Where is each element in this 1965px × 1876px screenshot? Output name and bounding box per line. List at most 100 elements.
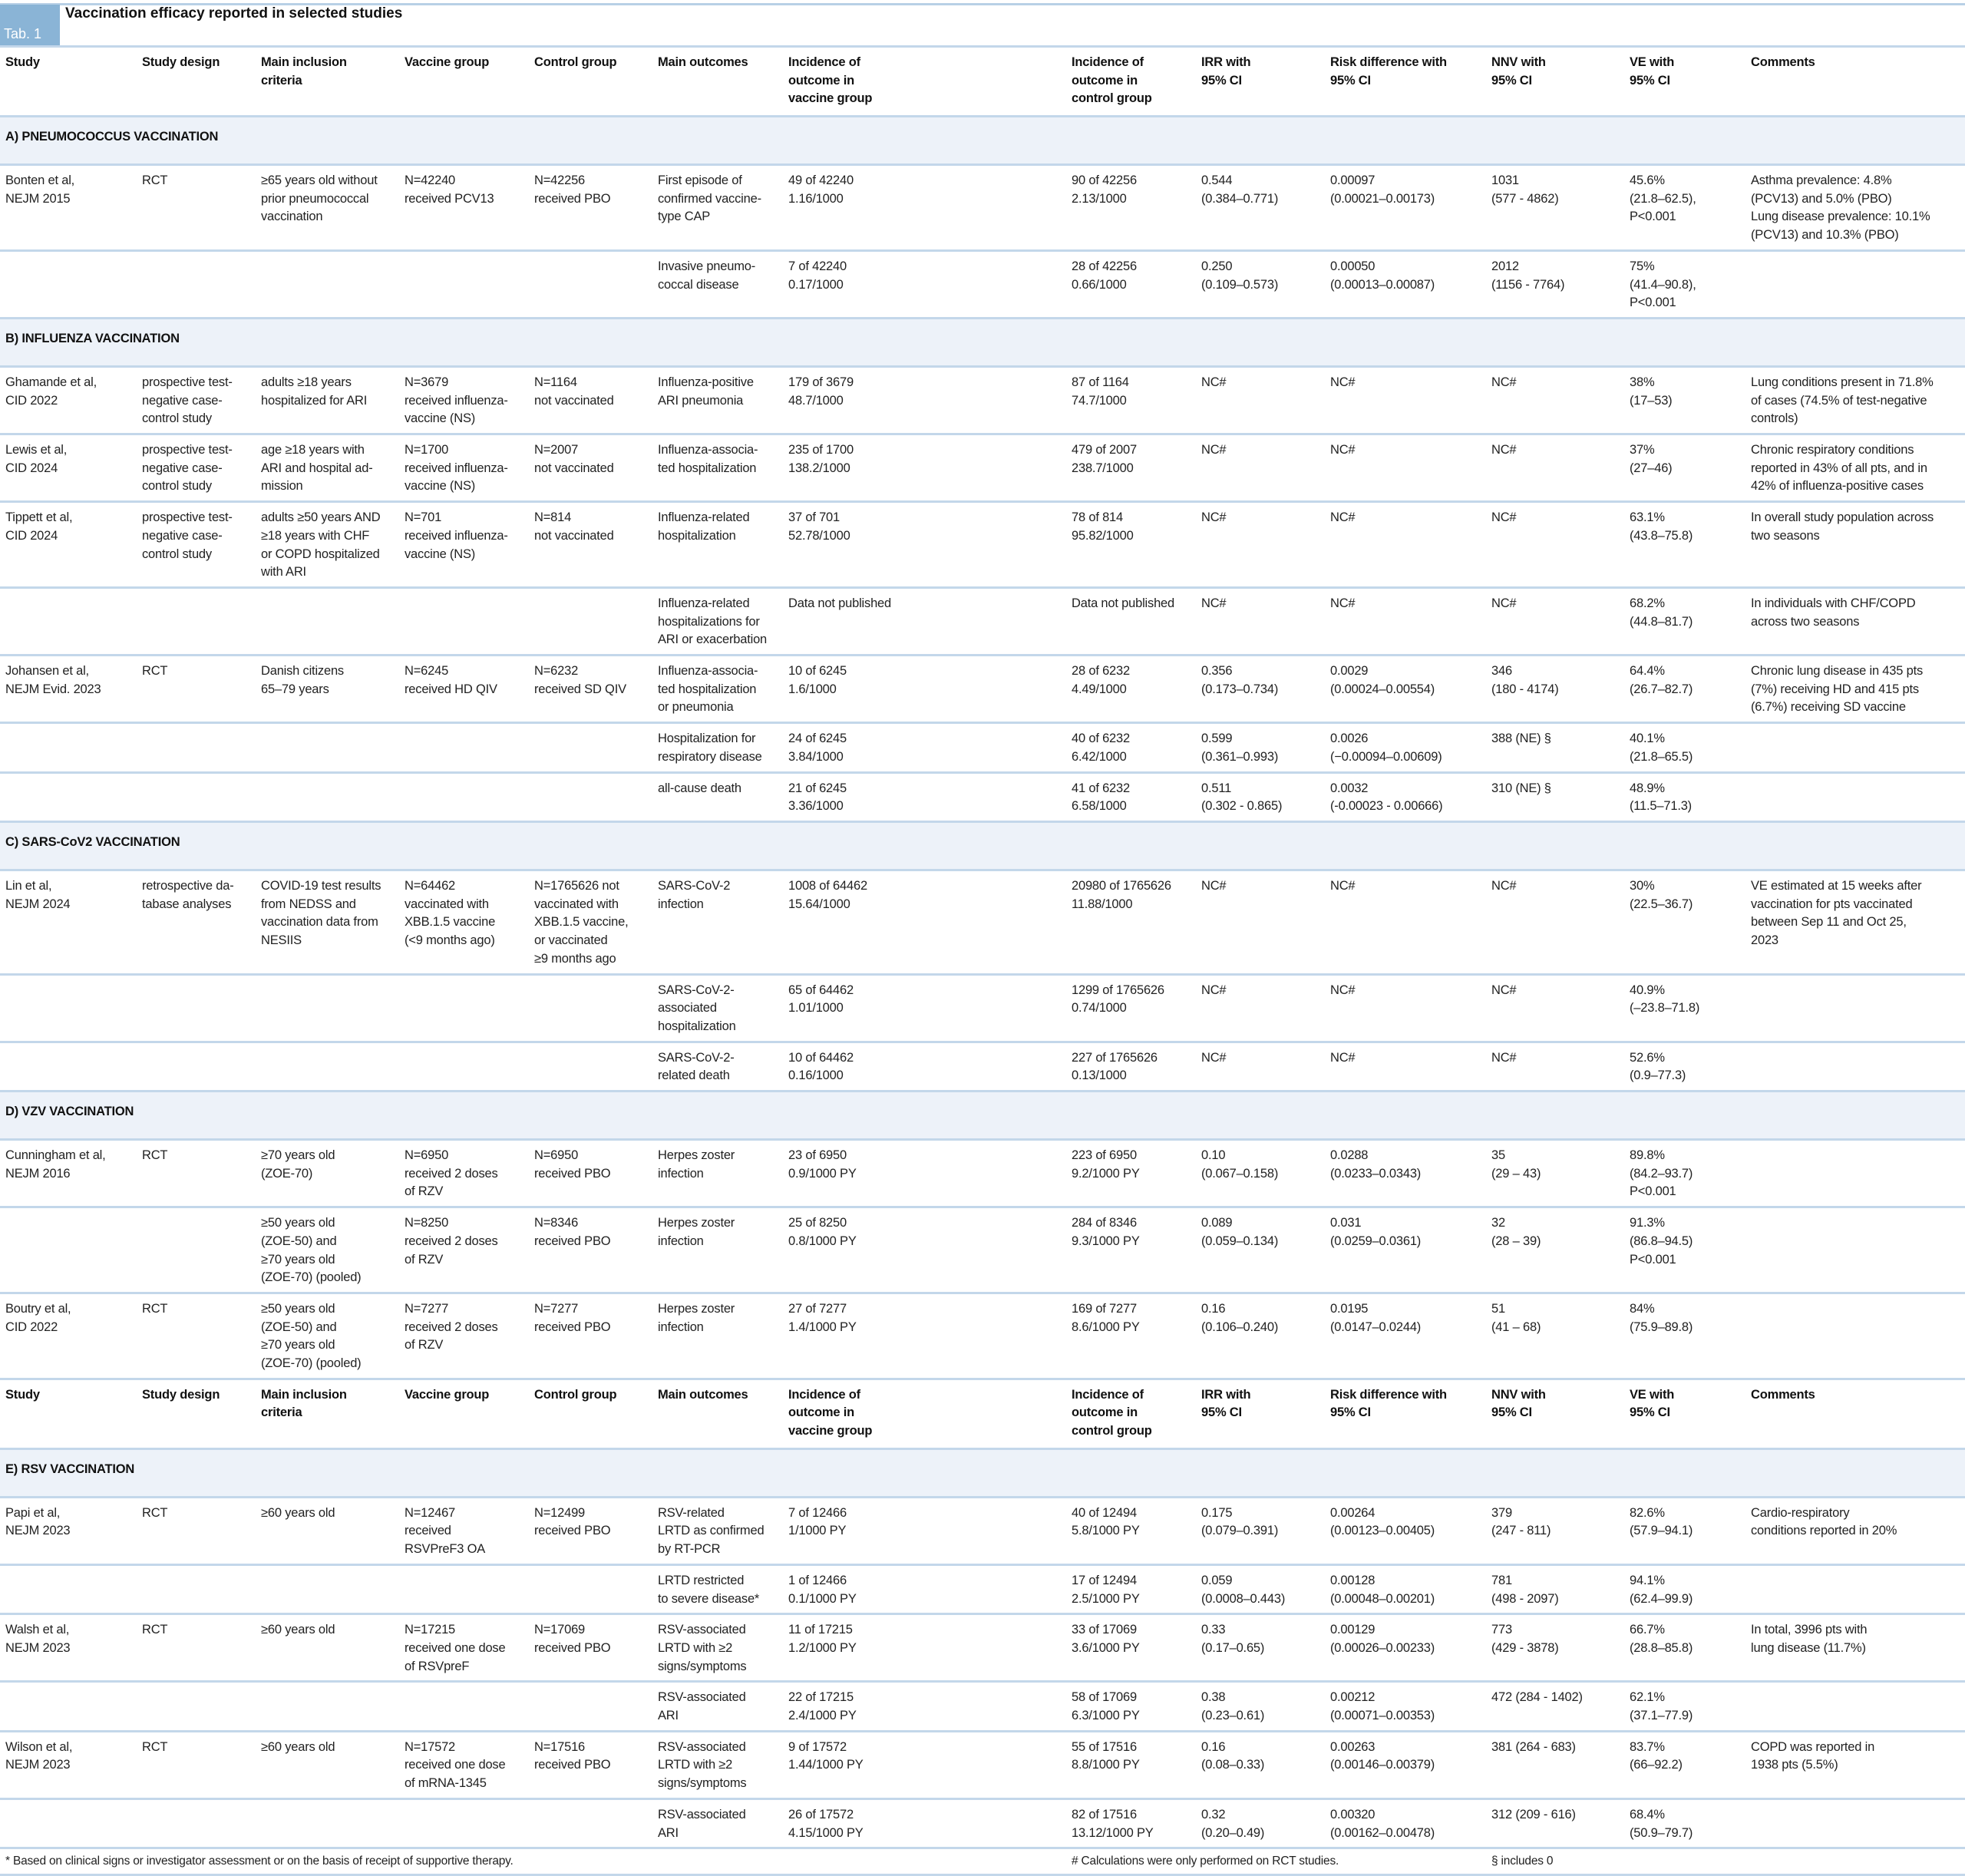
cell-irr: 0.33 (0.17–0.65) <box>1196 1613 1325 1682</box>
cell-risk-difference: 0.00212 (0.00071–0.00353) <box>1325 1680 1486 1732</box>
cell-main-outcome: RSV-related LRTD as confirmed by RT-PCR <box>652 1495 783 1565</box>
cell-comments: In individuals with CHF/COPD across two … <box>1745 586 1965 656</box>
cell-vaccine-group: N=64462 vaccinated with XBB.1.5 vaccine … <box>399 868 529 974</box>
cell-nnv: 472 (284 - 1402) <box>1486 1680 1624 1732</box>
cell-control-group <box>529 973 652 1042</box>
cell-main-outcome: SARS-CoV-2- associated hospitalization <box>652 973 783 1042</box>
cell-comments: In overall study population across two s… <box>1745 500 1965 588</box>
column-header-control-group: Control group <box>529 45 652 117</box>
cell-control-group: N=6232 received SD QIV <box>529 654 652 723</box>
cell-incidence-control: 87 of 1164 74.7/1000 <box>1066 365 1196 434</box>
cell-irr: 0.511 (0.302 - 0.865) <box>1196 771 1325 822</box>
cell-control-group <box>529 249 652 319</box>
cell-irr: NC# <box>1196 433 1325 502</box>
table-row: all-cause death 21 of 6245 3.36/1000 41 of… <box>0 771 1965 822</box>
cell-study <box>0 771 137 822</box>
cell-incidence-control: 17 of 12494 2.5/1000 PY <box>1066 1563 1196 1614</box>
top-rule <box>0 3 1965 5</box>
cell-inclusion-criteria <box>256 249 399 319</box>
cell-control-group <box>529 722 652 773</box>
cell-comments <box>1745 1680 1965 1732</box>
cell-study: Wilson et al, NEJM 2023 <box>0 1729 137 1799</box>
cell-comments <box>1745 1291 1965 1379</box>
cell-comments: Chronic lung disease in 435 pts (7%) rec… <box>1745 654 1965 723</box>
cell-ve: 48.9% (11.5–71.3) <box>1624 771 1745 822</box>
column-header-nnv: NNV with 95% CI <box>1486 1377 1624 1449</box>
cell-comments: COPD was reported in 1938 pts (5.5%) <box>1745 1729 1965 1799</box>
column-header-vaccine-group: Vaccine group <box>399 45 529 117</box>
cell-irr: 0.089 (0.059–0.134) <box>1196 1206 1325 1293</box>
cell-study-design <box>137 1563 256 1614</box>
column-header-inclusion-criteria: Main inclusion criteria <box>256 1377 399 1449</box>
cell-main-outcome: First episode of confirmed vaccine- type… <box>652 163 783 251</box>
section-title: C) SARS-CoV2 VACCINATION <box>0 820 1965 870</box>
cell-study <box>0 1040 137 1092</box>
cell-risk-difference: 0.0288 (0.0233–0.0343) <box>1325 1138 1486 1207</box>
column-header-incidence-control: Incidence of outcome in control group <box>1066 1377 1196 1449</box>
cell-study: Lin et al, NEJM 2024 <box>0 868 137 974</box>
cell-study-design: prospective test- negative case- control… <box>137 433 256 502</box>
cell-control-group: N=8346 received PBO <box>529 1206 652 1293</box>
cell-nnv: 310 (NE) § <box>1486 771 1624 822</box>
cell-main-outcome: Influenza-associa- ted hospitalization o… <box>652 654 783 723</box>
cell-incidence-control: 82 of 17516 13.12/1000 PY <box>1066 1797 1196 1848</box>
cell-main-outcome: Influenza-associa- ted hospitalization <box>652 433 783 502</box>
cell-comments: In total, 3996 pts with lung disease (11… <box>1745 1613 1965 1682</box>
table-row: Boutry et al, CID 2022 RCT ≥50 years old (… <box>0 1291 1965 1379</box>
cell-control-group: N=42256 received PBO <box>529 163 652 251</box>
cell-nnv: 346 (180 - 4174) <box>1486 654 1624 723</box>
column-header-risk-difference: Risk difference with 95% CI <box>1325 1377 1486 1449</box>
cell-control-group <box>529 1563 652 1614</box>
cell-main-outcome: Influenza-related hospitalizations for A… <box>652 586 783 656</box>
cell-study <box>0 586 137 656</box>
cell-study-design <box>137 771 256 822</box>
cell-inclusion-criteria: ≥65 years old without prior pneumococcal… <box>256 163 399 251</box>
cell-irr: 0.10 (0.067–0.158) <box>1196 1138 1325 1207</box>
cell-control-group: N=1765626 not vaccinated with XBB.1.5 va… <box>529 868 652 974</box>
cell-irr: NC# <box>1196 586 1325 656</box>
cell-nnv: NC# <box>1486 1040 1624 1092</box>
cell-study: Papi et al, NEJM 2023 <box>0 1495 137 1565</box>
cell-ve: 64.4% (26.7–82.7) <box>1624 654 1745 723</box>
cell-nnv: 388 (NE) § <box>1486 722 1624 773</box>
footnote-section: § includes 0 <box>1486 1847 1965 1876</box>
table-row: Hospitalization for respiratory disease 2… <box>0 722 1965 773</box>
cell-incidence-vaccine: 179 of 3679 48.7/1000 <box>783 365 1066 434</box>
cell-comments <box>1745 1040 1965 1092</box>
cell-inclusion-criteria: ≥70 years old (ZOE-70) <box>256 1138 399 1207</box>
cell-ve: 62.1% (37.1–77.9) <box>1624 1680 1745 1732</box>
cell-nnv: 51 (41 – 68) <box>1486 1291 1624 1379</box>
cell-nnv: 2012 (1156 - 7764) <box>1486 249 1624 319</box>
cell-risk-difference: NC# <box>1325 973 1486 1042</box>
cell-irr: 0.38 (0.23–0.61) <box>1196 1680 1325 1732</box>
cell-control-group: N=814 not vaccinated <box>529 500 652 588</box>
cell-ve: 52.6% (0.9–77.3) <box>1624 1040 1745 1092</box>
column-header-ve: VE with 95% CI <box>1624 1377 1745 1449</box>
section-title: E) RSV VACCINATION <box>0 1447 1965 1498</box>
cell-vaccine-group: N=17572 received one dose of mRNA-1345 <box>399 1729 529 1799</box>
column-header-incidence-vaccine: Incidence of outcome in vaccine group <box>783 45 1066 117</box>
cell-nnv: 781 (498 - 2097) <box>1486 1563 1624 1614</box>
cell-ve: 66.7% (28.8–85.8) <box>1624 1613 1745 1682</box>
cell-nnv: 312 (209 - 616) <box>1486 1797 1624 1848</box>
cell-comments: Asthma prevalence: 4.8% (PCV13) and 5.0%… <box>1745 163 1965 251</box>
cell-nnv: 381 (264 - 683) <box>1486 1729 1624 1799</box>
cell-control-group <box>529 1797 652 1848</box>
cell-main-outcome: all-cause death <box>652 771 783 822</box>
cell-study-design: prospective test- negative case- control… <box>137 365 256 434</box>
cell-control-group <box>529 771 652 822</box>
cell-incidence-control: 284 of 8346 9.3/1000 PY <box>1066 1206 1196 1293</box>
cell-incidence-vaccine: 25 of 8250 0.8/1000 PY <box>783 1206 1066 1293</box>
cell-incidence-control: 40 of 12494 5.8/1000 PY <box>1066 1495 1196 1565</box>
cell-study-design: RCT <box>137 163 256 251</box>
cell-vaccine-group: N=1700 received influenza- vaccine (NS) <box>399 433 529 502</box>
cell-study: Tippett et al, CID 2024 <box>0 500 137 588</box>
cell-irr: 0.356 (0.173–0.734) <box>1196 654 1325 723</box>
table-row: Papi et al, NEJM 2023 RCT ≥60 years old N=1… <box>0 1495 1965 1565</box>
cell-study-design <box>137 586 256 656</box>
cell-vaccine-group <box>399 722 529 773</box>
cell-vaccine-group <box>399 1680 529 1732</box>
cell-incidence-vaccine: 49 of 42240 1.16/1000 <box>783 163 1066 251</box>
cell-risk-difference: 0.00129 (0.00026–0.00233) <box>1325 1613 1486 1682</box>
cell-study: Johansen et al, NEJM Evid. 2023 <box>0 654 137 723</box>
